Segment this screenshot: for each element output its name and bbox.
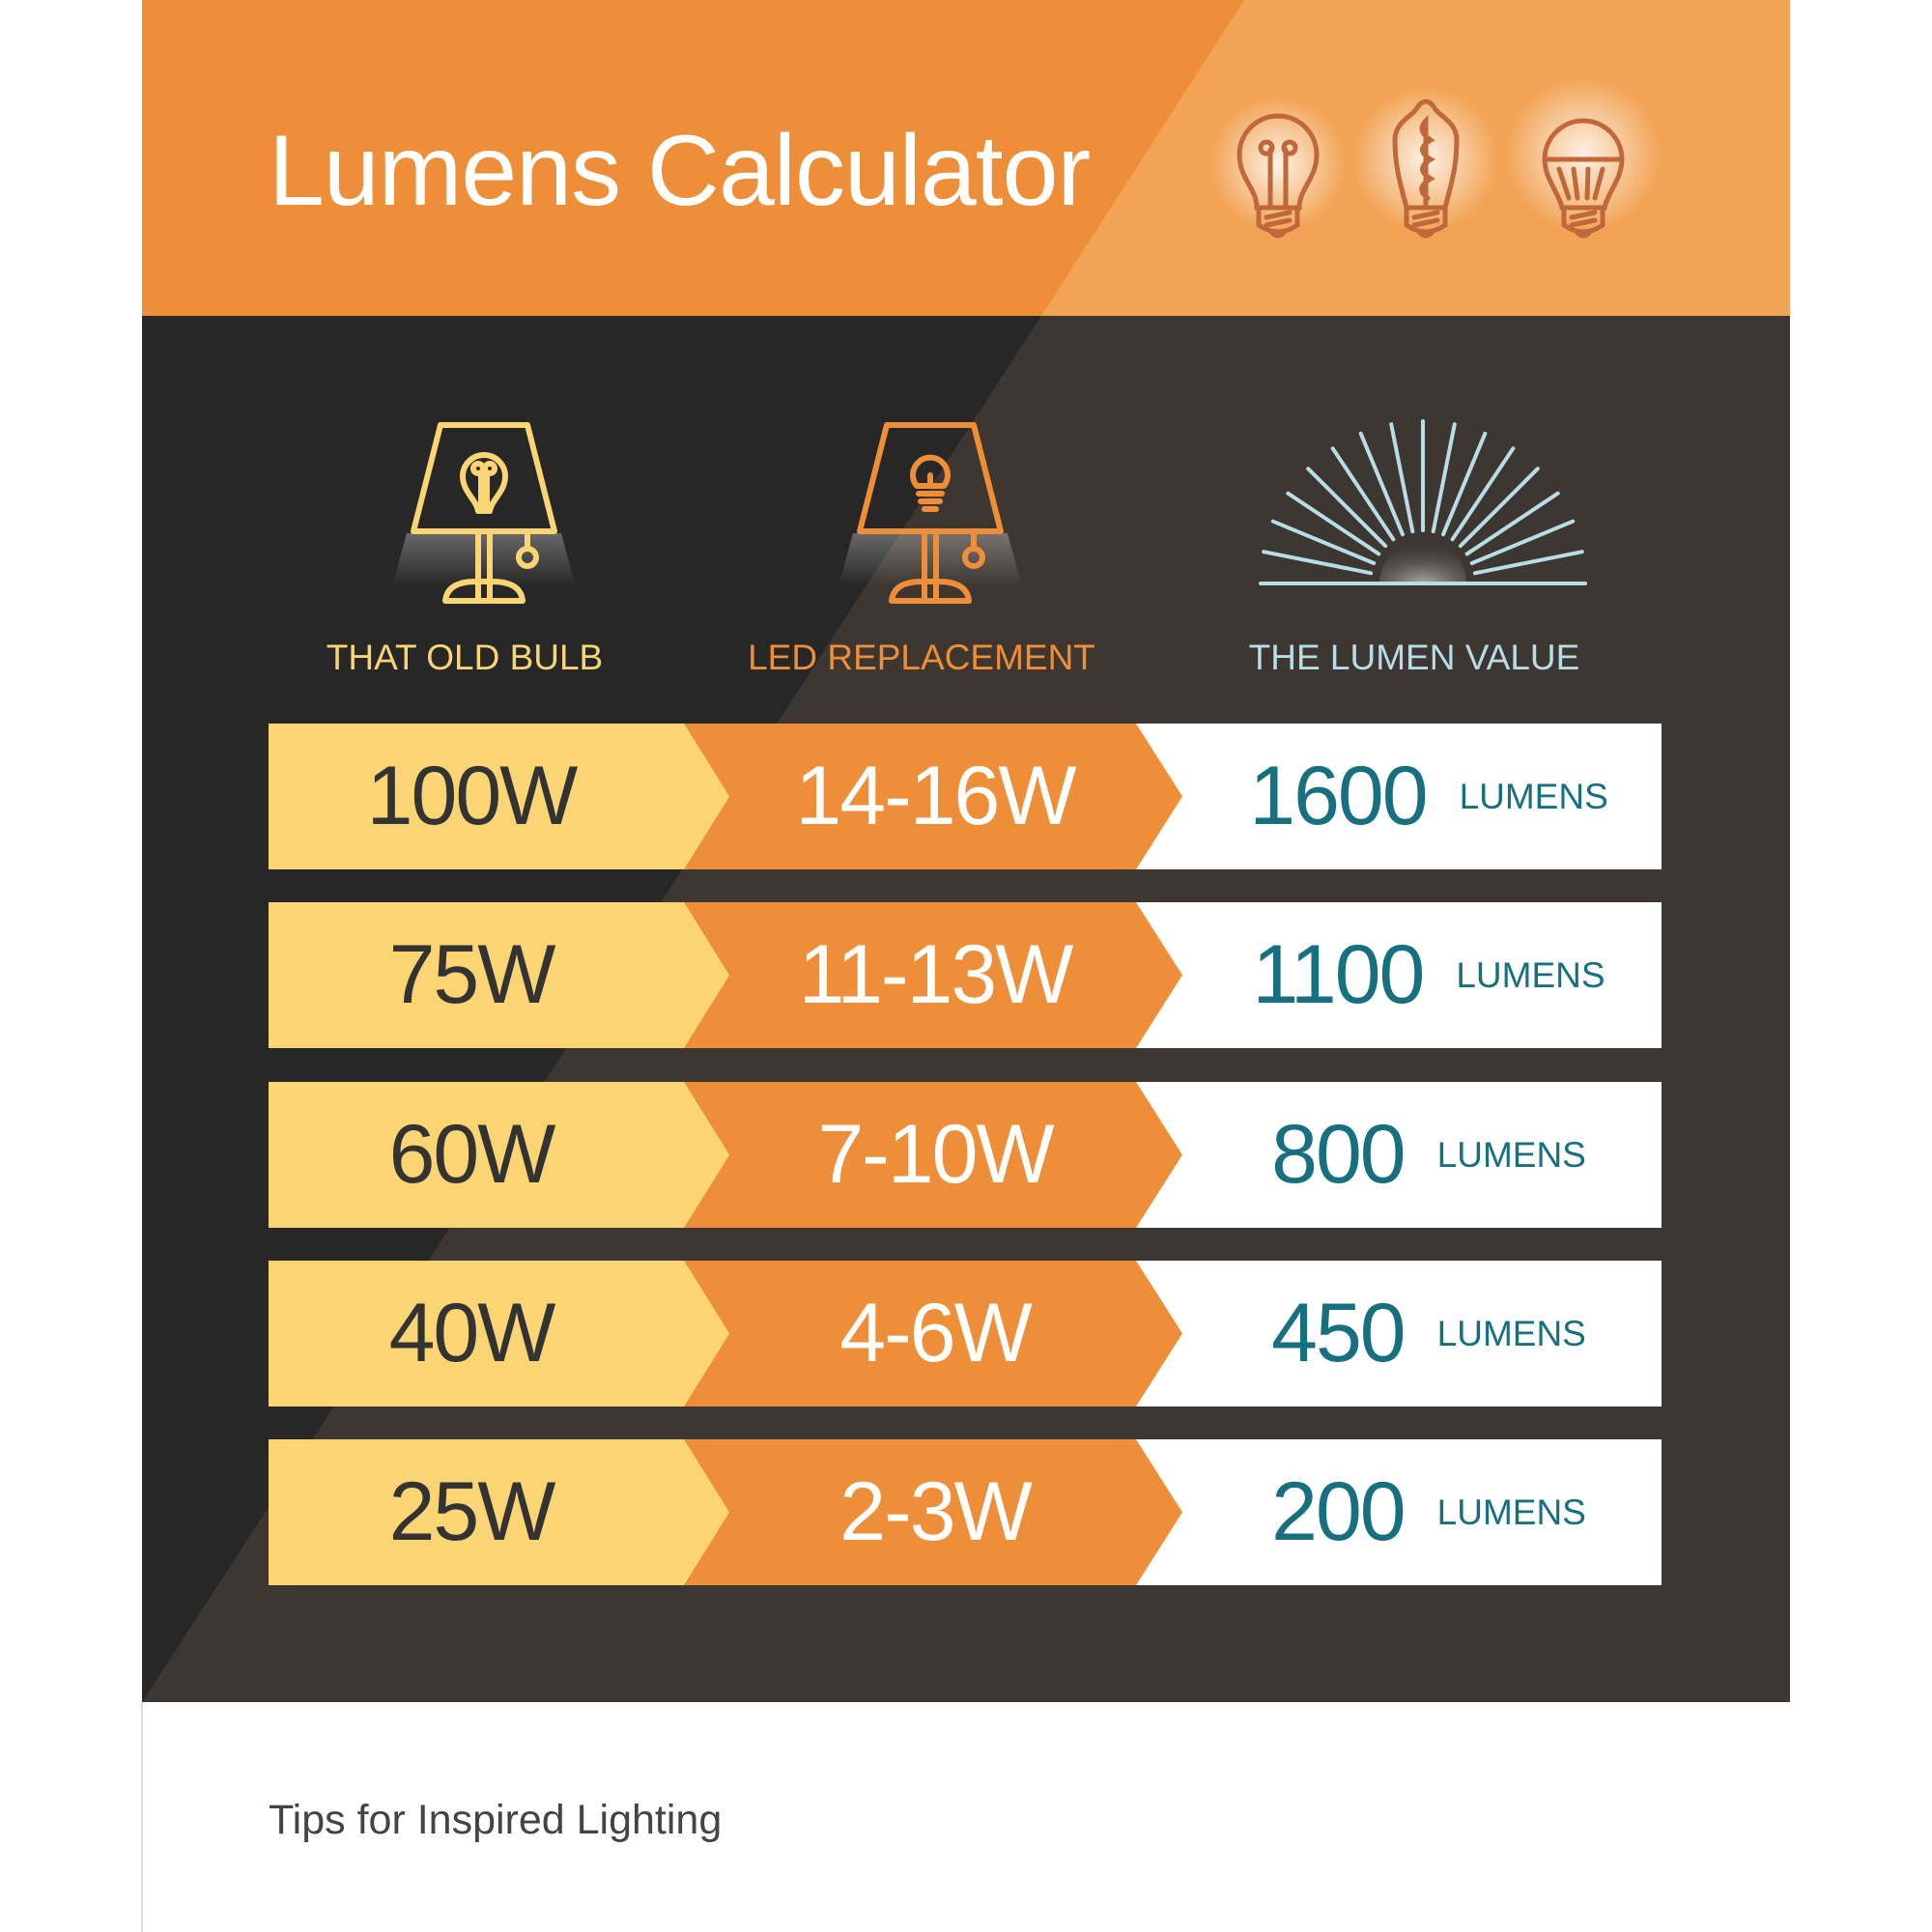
lumen-value: 1100 LUMENS <box>1196 902 1662 1048</box>
led-wattage: 4-6W <box>839 1287 1032 1379</box>
lumen-unit: LUMENS <box>1456 954 1605 995</box>
sunburst-icon <box>1259 419 1587 585</box>
row-background <box>269 902 1662 1048</box>
table-row: 100W 14-16W 1600 LUMENS <box>269 724 1662 869</box>
old-bulb-wattage: 25W <box>388 1465 556 1558</box>
incandescent-bulb-icon <box>1210 97 1346 239</box>
led-wattage: 11-13W <box>798 928 1074 1021</box>
lumen-number: 1100 <box>1252 928 1425 1021</box>
led-wattage: 7-10W <box>817 1108 1054 1201</box>
lumen-number: 1600 <box>1249 750 1428 842</box>
sunburst-ray <box>1262 550 1374 576</box>
lumen-value: 200 LUMENS <box>1196 1439 1662 1585</box>
row-background <box>269 1261 1662 1406</box>
sunburst-ray <box>1458 467 1540 549</box>
sunburst-ray <box>1270 519 1377 565</box>
lumen-number: 800 <box>1271 1108 1406 1201</box>
table-row: 25W 2-3W 200 LUMENS <box>269 1439 1662 1585</box>
column-header-lumens: THE LUMEN VALUE <box>1248 638 1580 677</box>
lumen-unit: LUMENS <box>1436 1313 1586 1353</box>
lamp-led-icon <box>838 422 1022 604</box>
column-header-led: LED REPLACEMENT <box>748 638 1095 677</box>
filament-bulb-icon <box>1353 87 1498 239</box>
led-wattage: 14-16W <box>795 750 1076 842</box>
lumen-number: 200 <box>1271 1465 1406 1558</box>
lumen-value: 450 LUMENS <box>1196 1261 1662 1406</box>
lumen-number: 450 <box>1271 1287 1406 1379</box>
lumen-unit: LUMENS <box>1459 776 1608 816</box>
sunburst-ray <box>1464 491 1560 556</box>
table-row: 60W 7-10W 800 LUMENS <box>269 1082 1662 1228</box>
old-bulb-wattage: 75W <box>388 928 556 1021</box>
sunburst-ray <box>1472 550 1584 576</box>
row-background <box>269 1082 1662 1228</box>
table-row: 75W 11-13W 1100 LUMENS <box>269 902 1662 1048</box>
old-bulb-wattage: 100W <box>366 750 579 842</box>
old-bulb-wattage: 40W <box>388 1287 556 1379</box>
sunburst-ray <box>1389 422 1415 534</box>
page-title: Lumens Calculator <box>269 115 1091 227</box>
lumen-value: 1600 LUMENS <box>1196 724 1662 869</box>
sunburst-ray <box>1450 446 1516 542</box>
sunburst-ray <box>1441 431 1488 537</box>
lumen-unit: LUMENS <box>1436 1492 1586 1532</box>
led-bulb-icon <box>1506 77 1661 239</box>
sunburst-ray <box>1330 446 1396 542</box>
footer-tagline: Tips for Inspired Lighting <box>269 1797 723 1843</box>
sunburst-ray <box>1306 467 1388 549</box>
lumen-value: 800 LUMENS <box>1196 1082 1662 1228</box>
sunburst-ray <box>1431 422 1457 534</box>
row-background <box>269 724 1662 869</box>
lumen-unit: LUMENS <box>1436 1134 1586 1175</box>
sunburst-ray <box>1286 491 1381 556</box>
sunburst-ray <box>1358 431 1405 537</box>
old-bulb-wattage: 60W <box>388 1108 556 1201</box>
lamp-old-bulb-icon <box>392 422 576 604</box>
sunburst-ray <box>1469 519 1576 565</box>
led-wattage: 2-3W <box>839 1465 1032 1558</box>
table-row: 40W 4-6W 450 LUMENS <box>269 1261 1662 1406</box>
row-background <box>269 1439 1662 1585</box>
column-header-old-bulb: THAT OLD BULB <box>326 638 604 677</box>
